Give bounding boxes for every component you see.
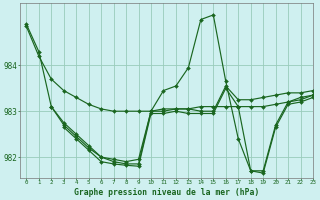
X-axis label: Graphe pression niveau de la mer (hPa): Graphe pression niveau de la mer (hPa) — [74, 188, 259, 197]
